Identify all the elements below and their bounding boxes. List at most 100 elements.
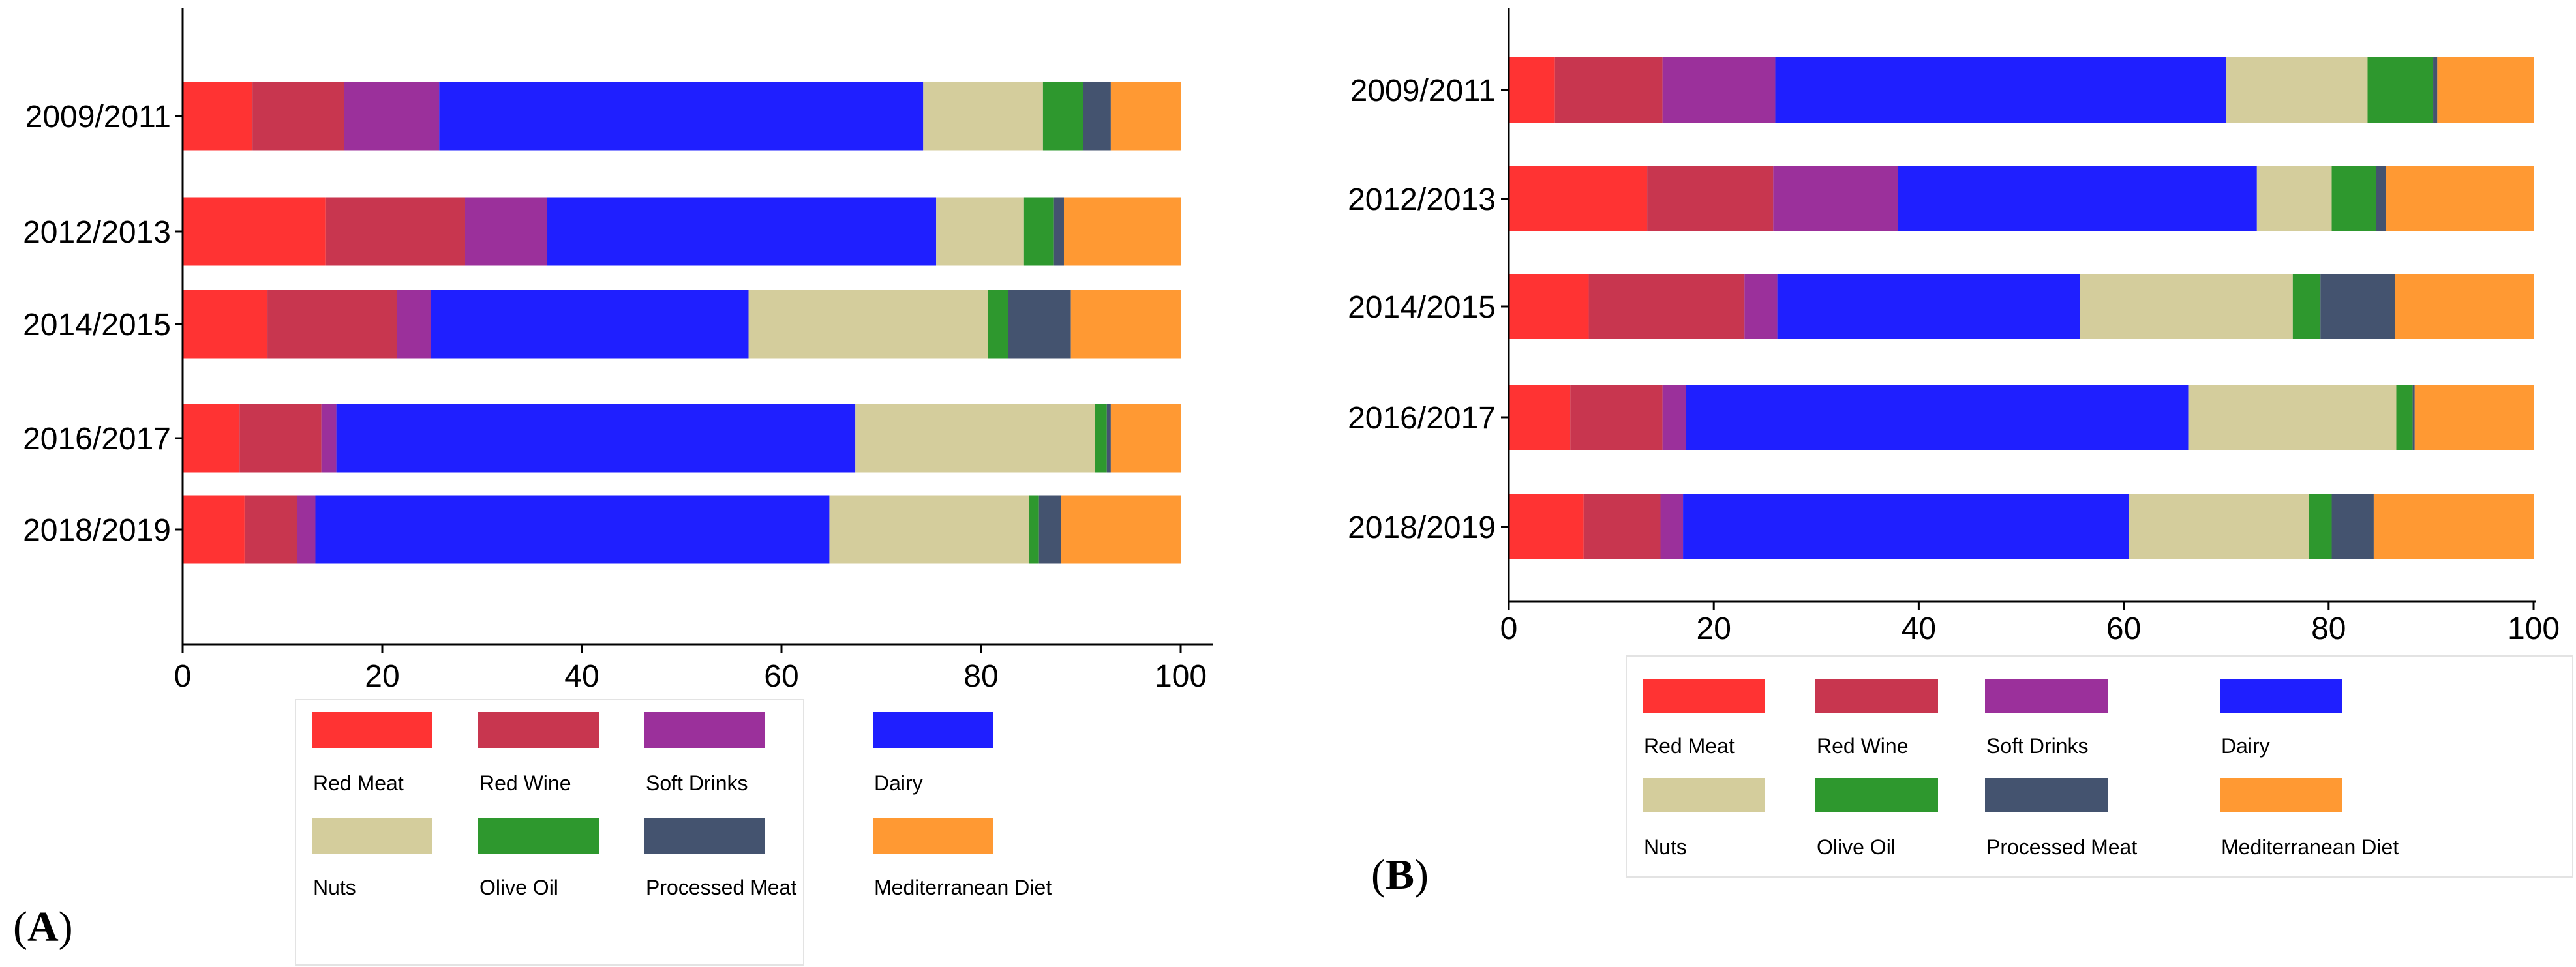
bar-segment (1106, 404, 1111, 473)
y-tick-label: 2009/2011 (25, 100, 171, 134)
y-tick-label: 2012/2013 (23, 215, 171, 250)
legend-swatch (1815, 778, 1938, 812)
bar-segment (1662, 385, 1686, 450)
bar-segment (1083, 82, 1111, 151)
bar-segment (1070, 290, 1181, 359)
x-tick-label: 0 (174, 659, 192, 694)
bar-segment (397, 290, 431, 359)
bar-segment (829, 495, 1029, 564)
legend-swatch (1985, 778, 2108, 812)
chart-panel-b: 2009/2011 2012/2013 2014/2015 2016/2017 2018… (1348, 8, 2573, 899)
legend-swatch (1643, 679, 1765, 713)
bar-segment (547, 197, 937, 266)
bar-segment (325, 197, 465, 266)
legend-swatch (1815, 679, 1938, 713)
y-tick-label: 2016/2017 (1348, 401, 1496, 436)
bar-segment (2367, 57, 2434, 123)
legend-swatch (312, 712, 432, 748)
legend-swatch (644, 712, 765, 748)
y-tick-label: 2018/2019 (1348, 511, 1496, 545)
bar-segment (2320, 274, 2395, 339)
bar-segment (1110, 82, 1181, 151)
bar-segment (297, 495, 316, 564)
y-tick-label: 2012/2013 (1348, 183, 1496, 217)
bar-segment (2331, 494, 2374, 559)
legend-label: Nuts (313, 876, 356, 899)
y-tick-label: 2014/2015 (23, 308, 171, 342)
x-tick-label: 60 (764, 659, 798, 694)
bar-segment (1583, 494, 1661, 559)
bar-segment (267, 290, 397, 359)
x-tick-label: 60 (2106, 612, 2141, 646)
bar-segment (1509, 166, 1648, 231)
bar-segment (315, 495, 830, 564)
legend-label: Red Wine (479, 771, 571, 795)
bar-segment (239, 404, 322, 473)
bar-segment (1775, 57, 2226, 123)
bar-segment (2414, 385, 2534, 450)
y-tick-label: 2016/2017 (23, 422, 171, 456)
bar-segment (321, 404, 337, 473)
bar-segment (2437, 57, 2534, 123)
legend-swatch (478, 818, 599, 854)
legend-label: Nuts (1644, 835, 1687, 859)
bar-segment (1509, 385, 1571, 450)
bar-segment (1570, 385, 1663, 450)
bar-segment (1662, 57, 1776, 123)
legend-label: Processed Meat (1986, 835, 2137, 859)
bar-segment (1029, 495, 1039, 564)
bar-segment (1042, 82, 1083, 151)
bar-segment (1773, 166, 1898, 231)
legend-label: Red Meat (1644, 734, 1735, 758)
bar-segment (183, 197, 326, 266)
y-tick-label: 2018/2019 (23, 513, 171, 548)
bar-segment (2129, 494, 2309, 559)
bar-segment (1061, 495, 1181, 564)
bar-segment (2386, 166, 2534, 231)
bar-segment (936, 197, 1024, 266)
bar-segment (1095, 404, 1107, 473)
bar-segment (252, 82, 344, 151)
panel-label: (B) (1371, 851, 1429, 899)
legend-swatch (873, 712, 993, 748)
legend-label: Dairy (2221, 734, 2270, 758)
legend-swatch (478, 712, 599, 748)
x-tick-label: 100 (2508, 612, 2560, 646)
bar-segment (988, 290, 1008, 359)
legend-label: Mediterranean Diet (874, 876, 1052, 899)
bar-segment (1008, 290, 1071, 359)
bar-segment (1686, 385, 2189, 450)
bar-segment (923, 82, 1043, 151)
bar-segment (1063, 197, 1181, 266)
bar-segment (1683, 494, 2129, 559)
bar-segment (183, 82, 253, 151)
legend-label: Dairy (874, 771, 923, 795)
legend-label: Red Meat (313, 771, 404, 795)
bar-segment (2396, 385, 2413, 450)
legend-swatch (644, 818, 765, 854)
x-tick-label: 100 (1155, 659, 1207, 694)
legend-label: Red Wine (1817, 734, 1909, 758)
bar-segment (183, 404, 240, 473)
bar-segment (1023, 197, 1054, 266)
legend-swatch (1985, 679, 2108, 713)
x-tick-label: 0 (1500, 612, 1518, 646)
bar-segment (183, 495, 245, 564)
bar-segment (2188, 385, 2397, 450)
chart-panel-a: 2009/2011 2012/2013 2014/2015 2016/2017 2018… (13, 8, 1213, 966)
bar-segment (2412, 385, 2415, 450)
bar-segment (2331, 166, 2376, 231)
legend-swatch (2220, 679, 2342, 713)
x-tick-label: 40 (1902, 612, 1936, 646)
bar-segment (2309, 494, 2332, 559)
x-tick-label: 40 (564, 659, 599, 694)
bar-segment (1554, 57, 1663, 123)
bar-segment (1509, 274, 1589, 339)
legend-swatch (873, 818, 993, 854)
panel-label: (A) (13, 903, 73, 951)
bar-segment (1053, 197, 1064, 266)
bar-segment (344, 82, 440, 151)
bar-segment (1898, 166, 2257, 231)
bar-segment (748, 290, 988, 359)
